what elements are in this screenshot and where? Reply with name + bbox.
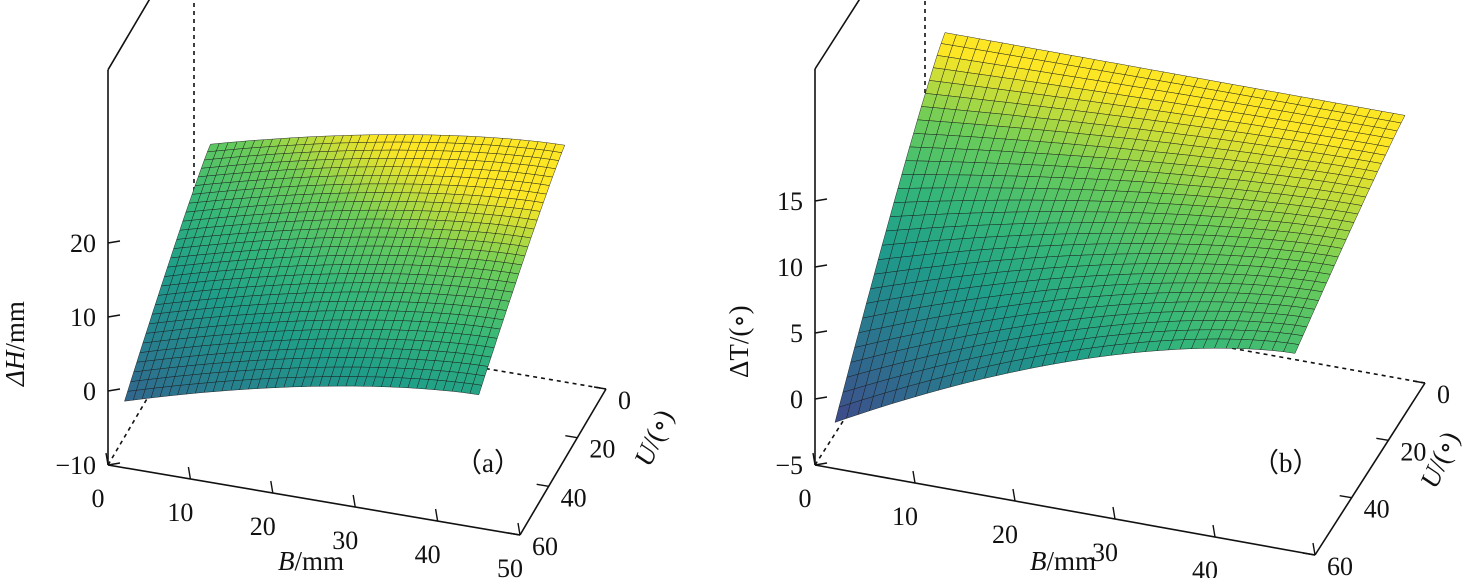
x-tick-mark <box>1312 542 1316 556</box>
z-axis-symbol: ΔH <box>0 349 30 387</box>
z-tick-mark <box>814 198 828 202</box>
x-axis-unit: /mm <box>1047 546 1097 576</box>
tick-labels: 0 10 20 30 40 50 0 20 40 60 −5 0 5 10 15 <box>775 187 1450 578</box>
x-tick-mark <box>270 480 274 494</box>
y-tick-mark <box>536 483 549 488</box>
z-tick-mark <box>814 396 828 400</box>
z-axis-unit: /(∘) <box>724 305 754 344</box>
x-tick-label: 20 <box>250 512 276 541</box>
x-tick-mark <box>1212 524 1216 538</box>
x-tick-label: 50 <box>497 554 523 578</box>
x-tick-label: 30 <box>332 526 358 555</box>
surface-cell <box>469 383 483 396</box>
x-tick-mark <box>912 470 916 484</box>
x-tick-label: 20 <box>992 520 1018 549</box>
z-axis-label: ΔT/(∘) <box>724 305 754 378</box>
panel-label: （b） <box>1252 448 1320 478</box>
z-tick-mark <box>107 314 121 318</box>
y-axis-line <box>1314 382 1426 556</box>
y-tick-label: 40 <box>561 483 587 512</box>
z-axis-unit: /mm <box>0 301 30 351</box>
x-tick-label: 0 <box>92 484 105 513</box>
surface-cell <box>1283 342 1300 354</box>
x-tick-label: 30 <box>1092 538 1118 567</box>
x-axis-label: B/mm <box>1030 546 1096 576</box>
y-tick-mark <box>1302 552 1316 556</box>
y-tick-label: 60 <box>532 532 558 561</box>
box-edge-line <box>107 0 151 71</box>
y-tick-label: 20 <box>589 435 615 464</box>
z-tick-label: 15 <box>777 187 803 216</box>
x-axis-symbol: B <box>1030 546 1047 576</box>
y-tick-mark <box>1412 380 1426 384</box>
x-axis-unit: /mm <box>295 546 345 576</box>
x-tick-mark <box>105 452 109 466</box>
z-tick-mark <box>814 264 828 268</box>
surface-mesh <box>834 32 1406 423</box>
z-tick-label: 10 <box>70 303 96 332</box>
x-tick-label: 10 <box>892 502 918 531</box>
x-tick-mark <box>352 494 356 508</box>
x-tick-mark <box>434 508 439 522</box>
y-tick-mark <box>507 532 521 536</box>
x-axis-label: B/mm <box>278 546 344 576</box>
x-tick-mark <box>1012 488 1016 502</box>
x-tick-mark <box>812 452 816 466</box>
x-tick-label: 40 <box>1192 556 1218 578</box>
z-tick-mark <box>107 388 121 392</box>
y-tick-mark <box>1376 437 1389 442</box>
z-axis-symbol: ΔT <box>724 344 754 378</box>
y-tick-mark <box>593 386 607 390</box>
x-tick-mark <box>187 466 192 480</box>
surface-mesh <box>124 134 566 402</box>
y-tick-label: 0 <box>1437 380 1450 409</box>
x-tick-label: 10 <box>167 498 193 527</box>
panel-label: （a） <box>455 448 521 478</box>
z-tick-mark <box>107 462 121 466</box>
y-axis-label: U/(∘) <box>628 405 679 470</box>
x-tick-mark <box>517 522 521 536</box>
box-edge-line <box>814 0 861 70</box>
x-tick-label: 50 <box>1292 574 1318 578</box>
z-tick-label: 20 <box>70 229 96 258</box>
z-tick-label: 10 <box>777 253 803 282</box>
y-tick-label: 40 <box>1364 495 1390 524</box>
z-tick-label: −5 <box>775 451 803 480</box>
x-tick-mark <box>1112 506 1116 520</box>
z-tick-mark <box>107 240 121 244</box>
y-tick-mark <box>565 434 578 439</box>
y-tick-mark <box>1339 494 1352 499</box>
z-tick-label: 5 <box>790 319 803 348</box>
x-axis-line <box>814 464 1316 556</box>
x-tick-label: 0 <box>799 484 812 513</box>
z-tick-label: −10 <box>55 451 96 480</box>
z-axis-label: ΔH/mm <box>0 301 30 387</box>
y-axis-line <box>519 388 607 536</box>
x-axis-symbol: B <box>278 546 295 576</box>
z-tick-label: 0 <box>83 377 96 406</box>
z-tick-mark <box>814 330 828 334</box>
x-axis-line <box>107 464 521 536</box>
y-tick-label: 20 <box>1400 437 1426 466</box>
y-tick-label: 60 <box>1327 552 1353 578</box>
z-tick-mark <box>814 462 828 466</box>
y-tick-label: 0 <box>618 386 631 415</box>
x-tick-label: 40 <box>415 540 441 569</box>
z-tick-label: 0 <box>790 385 803 414</box>
